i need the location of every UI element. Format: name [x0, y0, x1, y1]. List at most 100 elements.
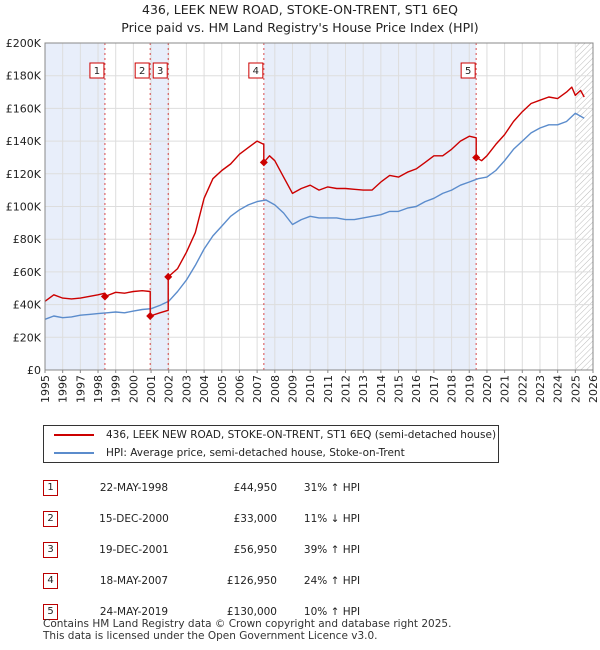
x-tick-label: 2013: [357, 375, 370, 403]
sale-label-frame: [152, 62, 168, 79]
axes: £0 £20K £40K £60K £80K £100K £120K £140K £160K £1…: [6, 37, 600, 403]
sale-points: [100, 153, 481, 321]
sale-label-box: 4: [248, 62, 264, 79]
plot-frame: [44, 42, 594, 371]
sale-price: £33,000: [233, 512, 277, 525]
chart-title-address: 436, LEEK NEW ROAD, STOKE-ON-TRENT, ST1 …: [142, 2, 458, 17]
sale-price: £126,950: [226, 575, 277, 588]
x-tick-label: 1998: [92, 375, 105, 403]
sale-label-frame: [134, 62, 150, 79]
x-tick-label: 1997: [74, 375, 87, 403]
footer-copyright: Contains HM Land Registry data © Crown c…: [43, 618, 452, 630]
x-tick-label: 2009: [286, 375, 299, 403]
y-tick-label: £20K: [13, 331, 42, 344]
x-tick-label: 2016: [410, 375, 423, 403]
sale-number-badge: 1: [43, 479, 58, 496]
y-tick-label: £80K: [13, 233, 42, 246]
sale-date: 19-DEC-2001: [99, 543, 169, 556]
x-tick-label: 1995: [39, 375, 52, 403]
x-tick-label: 1999: [110, 375, 123, 403]
sale-date: 15-DEC-2000: [99, 512, 169, 525]
x-tick-label: 2004: [198, 375, 211, 403]
x-tick-label: 2006: [233, 375, 246, 403]
x-tick-label: 2001: [145, 375, 158, 403]
sale-date: 18-MAY-2007: [99, 575, 169, 588]
y-tick-label: £40K: [13, 299, 42, 312]
sale-price: £56,950: [233, 543, 277, 556]
legend-swatch-hpi: [54, 452, 94, 454]
sale-number-badge: 5: [43, 604, 58, 621]
footer-licence: This data is licensed under the Open Gov…: [43, 630, 378, 642]
transactions-table: 1 22-MAY-1998 £44,950 31% ↑ HPI 2 15-DEC…: [43, 472, 387, 628]
legend-swatch-property: [54, 434, 94, 436]
x-tick-label: 2015: [393, 375, 406, 403]
x-tick-label: 2026: [587, 375, 600, 403]
y-tick-label: £100K: [6, 201, 42, 214]
sale-label-box: 2: [134, 62, 150, 79]
table-row: 3 19-DEC-2001 £56,950 39% ↑ HPI: [43, 534, 387, 565]
chart-subtitle: Price paid vs. HM Land Registry's House …: [121, 20, 479, 35]
x-tick-label: 2018: [446, 375, 459, 403]
x-tick-label: 2011: [322, 375, 335, 403]
x-tick-label: 2000: [127, 375, 140, 403]
sale-date: 24-MAY-2019: [99, 606, 169, 619]
x-tick-label: 2019: [463, 375, 476, 403]
x-tick-label: 2005: [216, 375, 229, 403]
sale-label-box: 1: [89, 62, 105, 79]
sale-hpi-diff: 24% ↑ HPI: [303, 575, 361, 588]
sale-label-text: 1: [94, 66, 100, 77]
x-tick-label: 1996: [57, 375, 70, 403]
sale-label-text: 4: [253, 66, 259, 77]
x-tick-label: 2002: [163, 375, 176, 403]
table-row: 2 15-DEC-2000 £33,000 11% ↓ HPI: [43, 503, 387, 534]
y-tick-label: £120K: [6, 168, 42, 181]
x-tick-label: 2022: [516, 375, 529, 403]
sale-point: [259, 158, 268, 167]
y-tick-label: £200K: [6, 37, 42, 50]
sale-label-boxes: 1 2 3 4 5: [89, 62, 476, 79]
x-tick-label: 2010: [304, 375, 317, 403]
hpi-line: [44, 112, 585, 320]
y-tick-label: £180K: [6, 70, 42, 83]
sale-hpi-diff: 31% ↑ HPI: [303, 481, 361, 494]
sale-hpi-diff: 39% ↑ HPI: [303, 543, 361, 556]
property-price-line: [44, 86, 585, 317]
series-lines: [44, 86, 585, 320]
x-tick-label: 2012: [340, 375, 353, 403]
sale-point: [164, 272, 173, 281]
x-tick-label: 2014: [375, 375, 388, 403]
legend: 436, LEEK NEW ROAD, STOKE-ON-TRENT, ST1 …: [43, 425, 499, 463]
sale-label-text: 3: [157, 66, 163, 77]
sale-hpi-diff: 10% ↑ HPI: [303, 606, 361, 619]
sale-label-box: 3: [152, 62, 168, 79]
y-tick-label: £160K: [6, 102, 42, 115]
x-tick-label: 2024: [552, 375, 565, 403]
sale-date: 22-MAY-1998: [99, 481, 169, 494]
sale-point: [100, 292, 109, 301]
table-row: 4 18-MAY-2007 £126,950 24% ↑ HPI: [43, 566, 387, 597]
x-tick-label: 2007: [251, 375, 264, 403]
sale-label-frame: [248, 62, 264, 79]
sale-label-box: 5: [460, 62, 476, 79]
sale-number-badge: 3: [43, 541, 58, 558]
sale-label-frame: [460, 62, 476, 79]
y-tick-label: £0: [27, 364, 41, 377]
x-tick-label: 2020: [481, 375, 494, 403]
x-tick-label: 2021: [499, 375, 512, 403]
x-tick-label: 2017: [428, 375, 441, 403]
legend-label-property: 436, LEEK NEW ROAD, STOKE-ON-TRENT, ST1 …: [106, 429, 497, 441]
sale-price: £44,950: [233, 481, 277, 494]
sale-point: [472, 153, 481, 162]
sale-label-frame: [89, 62, 105, 79]
table-row: 1 22-MAY-1998 £44,950 31% ↑ HPI: [43, 472, 387, 503]
y-tick-label: £140K: [6, 135, 42, 148]
sale-number-badge: 4: [43, 573, 58, 590]
x-tick-label: 2023: [534, 375, 547, 403]
table-row: 5 24-MAY-2019 £130,000 10% ↑ HPI: [43, 597, 387, 628]
x-tick-label: 2003: [180, 375, 193, 403]
x-tick-label: 2025: [569, 375, 582, 403]
legend-item-property: 436, LEEK NEW ROAD, STOKE-ON-TRENT, ST1 …: [54, 426, 496, 444]
grid-lines: [44, 42, 594, 371]
sale-price: £130,000: [226, 606, 277, 619]
